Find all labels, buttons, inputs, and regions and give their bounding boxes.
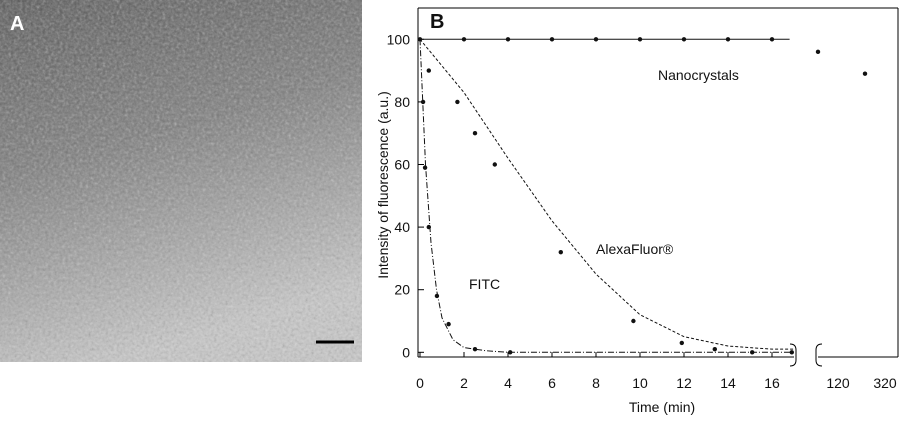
series-label: FITC bbox=[469, 276, 500, 292]
fit-line bbox=[419, 38, 794, 350]
data-point bbox=[681, 37, 687, 42]
data-point bbox=[461, 37, 467, 42]
plot bbox=[417, 7, 899, 367]
series-label: Nanocrystals bbox=[658, 67, 739, 83]
data-point bbox=[426, 68, 431, 73]
data-point bbox=[862, 71, 868, 76]
data-point bbox=[679, 340, 684, 346]
x-tick-label: 12 bbox=[676, 375, 692, 391]
x-tick-label: 10 bbox=[632, 375, 648, 391]
data-point bbox=[505, 37, 511, 42]
x-tick-label: 4 bbox=[504, 375, 512, 391]
data-point bbox=[446, 321, 451, 327]
data-point bbox=[769, 37, 775, 42]
series-label: AlexaFluor® bbox=[596, 241, 674, 257]
data-point bbox=[455, 99, 460, 105]
y-tick-label: 20 bbox=[394, 282, 410, 298]
data-point bbox=[815, 49, 821, 55]
panel-label: A bbox=[10, 13, 24, 35]
fit-line bbox=[419, 39, 794, 353]
data-point bbox=[434, 293, 440, 299]
data-point bbox=[637, 37, 643, 42]
x-tick-label: 320 bbox=[873, 375, 897, 391]
data-point bbox=[508, 350, 513, 355]
data-point bbox=[712, 346, 717, 352]
y-tick-label: 60 bbox=[394, 157, 410, 173]
data-point bbox=[631, 318, 636, 324]
data-point bbox=[789, 350, 794, 355]
panel-label: B bbox=[430, 11, 444, 33]
x-axis-title: Time (min) bbox=[629, 399, 695, 415]
x-tick-label: 16 bbox=[764, 375, 780, 391]
y-tick-label: 80 bbox=[394, 94, 410, 110]
data-point bbox=[725, 37, 731, 42]
data-point bbox=[593, 37, 599, 42]
x-tick-label: 6 bbox=[548, 375, 556, 391]
data-point bbox=[492, 162, 497, 167]
data-point bbox=[472, 346, 478, 352]
y-tick-label: 40 bbox=[394, 219, 410, 235]
x-tick-label: 14 bbox=[720, 375, 736, 391]
data-point bbox=[472, 131, 478, 136]
data-point bbox=[420, 99, 426, 105]
x-tick-label: 8 bbox=[592, 375, 600, 391]
micrograph bbox=[0, 0, 362, 362]
data-point bbox=[426, 224, 431, 230]
x-tick-label: 0 bbox=[416, 375, 424, 391]
x-tick-label: 120 bbox=[826, 375, 850, 391]
y-tick-label: 0 bbox=[402, 344, 410, 360]
data-point bbox=[549, 37, 555, 42]
x-tick-label: 2 bbox=[460, 375, 468, 391]
data-point bbox=[558, 249, 563, 255]
y-axis-title: Intensity of fluorescence (a.u.) bbox=[375, 91, 391, 279]
data-point bbox=[422, 165, 428, 170]
y-tick-label: 100 bbox=[387, 31, 411, 47]
